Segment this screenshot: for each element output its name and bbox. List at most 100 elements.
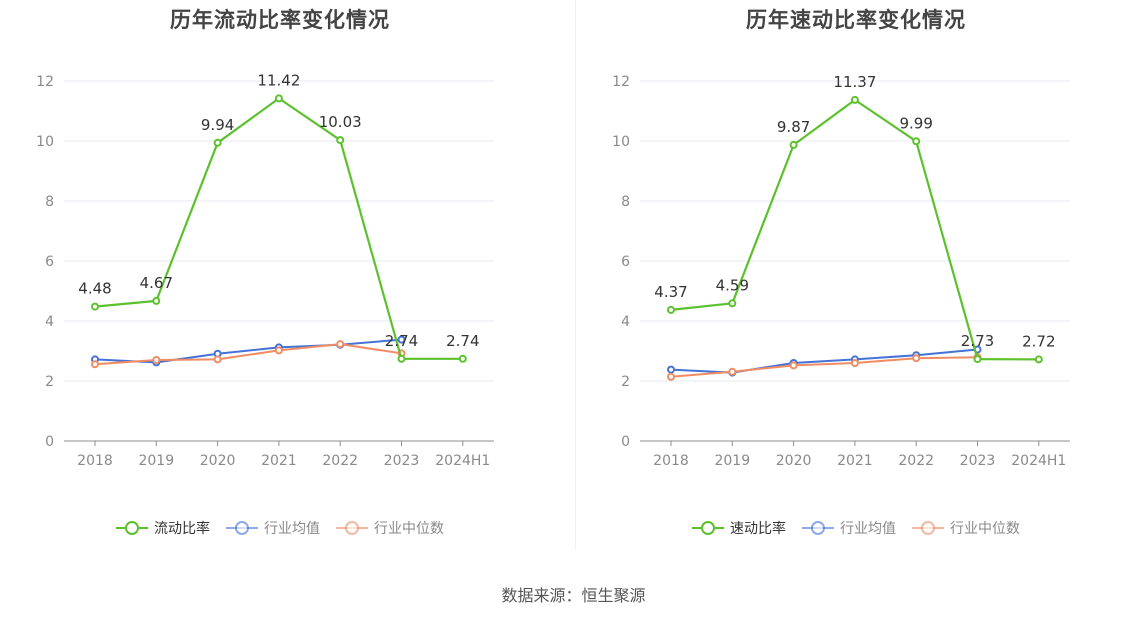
x-tick-label: 2022 — [322, 453, 358, 469]
legend-label: 行业均值 — [264, 521, 320, 537]
data-label: 2.73 — [961, 332, 994, 350]
legend-swatch-icon — [336, 520, 368, 536]
data-label: 2.72 — [1022, 332, 1055, 350]
data-point — [850, 359, 859, 367]
legend-label: 流动比率 — [154, 521, 210, 537]
quick-ratio-chart: 历年速动比率变化情况 0 2 4 6 8 10 12 2018 2019 2020 2021 2022… — [576, 0, 1147, 560]
chart-title: 历年流动比率变化情况 — [170, 8, 390, 32]
y-tick-label: 4 — [621, 314, 630, 330]
x-tick-label: 2019 — [138, 453, 174, 469]
data-label: 11.42 — [257, 71, 300, 89]
legend-item[interactable]: 行业均值 — [802, 518, 896, 538]
data-point — [91, 360, 99, 369]
data-point — [973, 355, 982, 364]
y-tick-label: 4 — [45, 314, 54, 330]
data-point — [728, 367, 737, 376]
x-tick-label: 2020 — [776, 453, 812, 469]
legend-item[interactable]: 行业中位数 — [336, 518, 444, 538]
data-label: 9.87 — [777, 118, 810, 136]
chart-legend: 流动比率 行业均值 行业中位数 — [0, 518, 560, 538]
data-point — [213, 355, 222, 364]
legend-swatch-icon — [692, 520, 724, 536]
current-ratio-chart: 历年流动比率变化情况 0 2 4 6 8 10 12 2018 2019 2020 2021 2022… — [0, 0, 574, 560]
data-point — [789, 140, 798, 149]
legend-label: 行业中位数 — [374, 521, 444, 537]
x-tick-label: 2021 — [261, 453, 297, 469]
y-tick-label: 2 — [45, 374, 54, 390]
legend-swatch-icon — [116, 520, 148, 536]
x-tick-label: 2023 — [384, 453, 420, 469]
data-point — [667, 365, 675, 374]
y-tick-label: 0 — [621, 434, 630, 450]
chart-plot: 0 2 4 6 8 10 12 2018 2019 2020 2021 2022 2023 2024H1 4… — [612, 73, 1070, 469]
y-tick-label: 0 — [45, 434, 54, 450]
legend-item[interactable]: 行业均值 — [226, 518, 320, 538]
series-line — [670, 356, 978, 378]
data-point — [152, 356, 161, 364]
legend-item[interactable]: 流动比率 — [116, 518, 210, 538]
data-point — [336, 340, 345, 349]
data-point — [912, 137, 921, 146]
data-point — [274, 346, 283, 355]
legend-swatch-icon — [226, 520, 258, 536]
data-label: 2.74 — [446, 332, 479, 350]
x-tick-label: 2020 — [200, 453, 236, 469]
chart-plot: 0 2 4 6 8 10 12 2018 2019 2020 2021 2022 2023 2024H1 4… — [36, 71, 494, 469]
y-tick-label: 8 — [621, 194, 630, 210]
data-label: 4.59 — [716, 276, 749, 294]
data-point — [912, 354, 921, 363]
legend-label: 行业中位数 — [950, 521, 1020, 537]
data-label: 4.48 — [78, 280, 111, 298]
y-tick-label: 12 — [36, 74, 54, 90]
data-point — [667, 372, 675, 381]
x-tick-label: 2021 — [837, 453, 873, 469]
data-point — [274, 94, 283, 103]
data-point — [728, 299, 737, 308]
data-point — [667, 305, 675, 314]
data-label: 9.94 — [201, 116, 234, 134]
data-point — [91, 302, 99, 311]
legend-label: 速动比率 — [730, 521, 786, 537]
y-tick-label: 6 — [621, 254, 630, 270]
data-point — [458, 354, 467, 363]
data-point — [789, 361, 798, 370]
data-label: 2.74 — [385, 332, 418, 350]
series-line — [94, 338, 402, 364]
data-point — [213, 138, 222, 147]
y-tick-label: 10 — [612, 134, 630, 150]
series-line — [94, 97, 463, 360]
panel-divider — [575, 0, 576, 550]
x-tick-label: 2022 — [898, 453, 934, 469]
x-tick-label: 2024H1 — [1011, 453, 1066, 469]
chart-title: 历年速动比率变化情况 — [746, 8, 966, 32]
y-tick-label: 6 — [45, 254, 54, 270]
y-tick-label: 8 — [45, 194, 54, 210]
data-label: 9.99 — [899, 114, 932, 132]
data-label: 11.37 — [833, 73, 876, 91]
data-point — [1034, 355, 1043, 364]
series-line — [670, 348, 978, 374]
data-point — [397, 354, 406, 363]
y-tick-label: 12 — [612, 74, 630, 90]
data-label: 4.67 — [140, 274, 173, 292]
data-point — [397, 335, 406, 344]
series-line — [94, 343, 402, 366]
x-tick-label: 2019 — [714, 453, 750, 469]
data-label: 4.37 — [654, 283, 687, 301]
data-point — [152, 296, 161, 305]
legend-item[interactable]: 速动比率 — [692, 518, 786, 538]
data-source-note: 数据来源：恒生聚源 — [501, 586, 646, 605]
y-tick-label: 10 — [36, 134, 54, 150]
data-point — [336, 136, 345, 145]
legend-swatch-icon — [912, 520, 944, 536]
data-point — [850, 95, 859, 104]
legend-item[interactable]: 行业中位数 — [912, 518, 1020, 538]
series-line — [670, 98, 1039, 361]
x-tick-label: 2018 — [653, 453, 689, 469]
data-label: 10.03 — [319, 113, 362, 131]
chart-legend: 速动比率 行业均值 行业中位数 — [576, 518, 1136, 538]
x-tick-label: 2023 — [960, 453, 996, 469]
x-tick-label: 2024H1 — [435, 453, 490, 469]
legend-swatch-icon — [802, 520, 834, 536]
x-tick-label: 2018 — [77, 453, 113, 469]
